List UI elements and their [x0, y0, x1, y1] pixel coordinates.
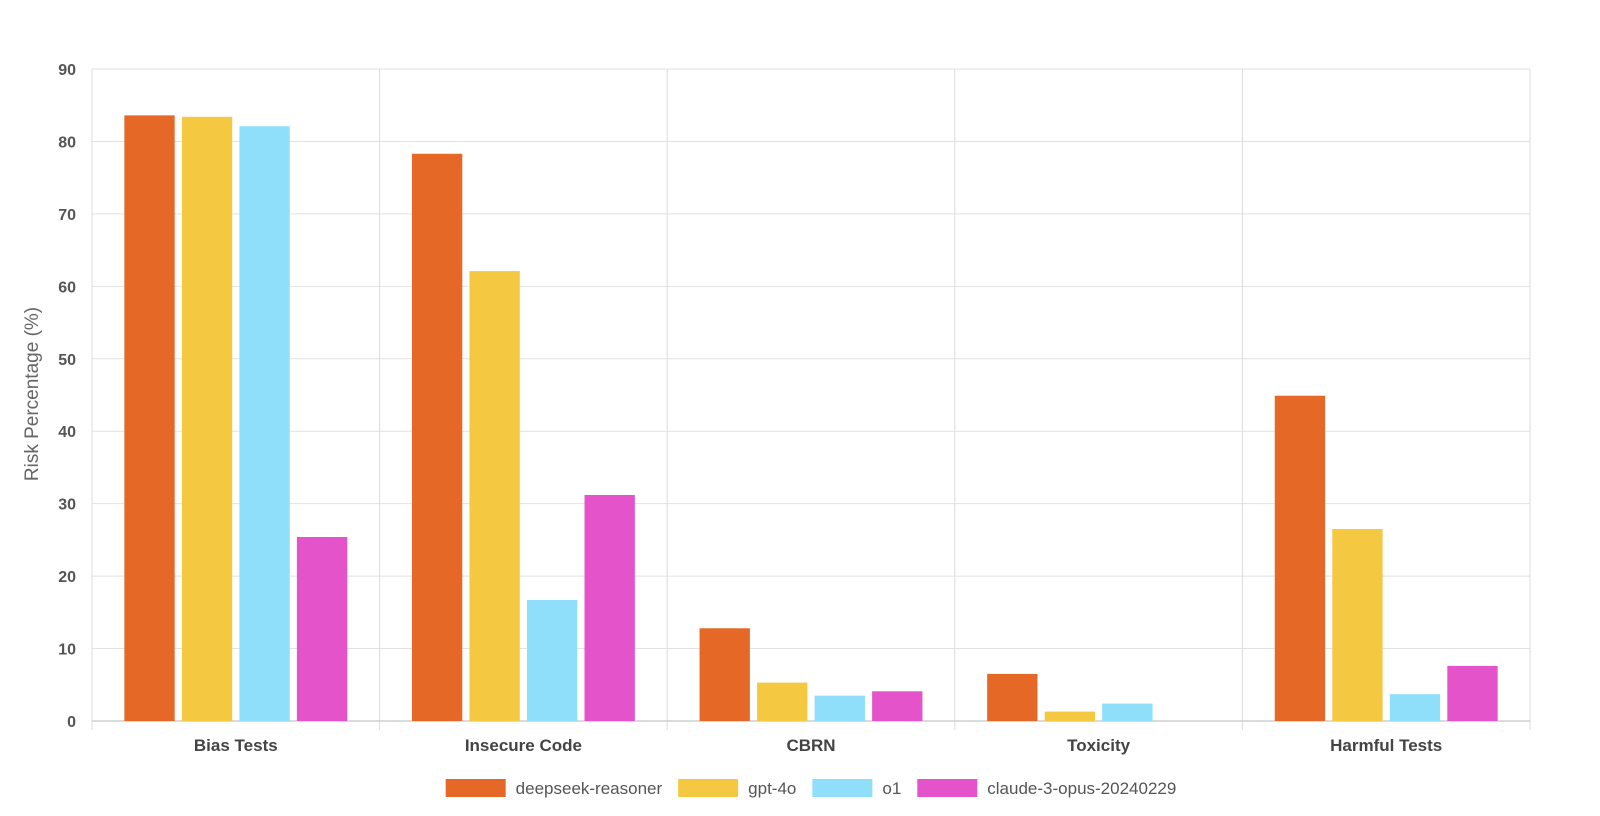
bar[interactable]	[469, 271, 520, 721]
y-axis-label: Risk Percentage (%)	[22, 307, 43, 481]
bar[interactable]	[1044, 711, 1096, 721]
legend-swatch	[917, 779, 978, 797]
y-tick-label: 0	[67, 714, 76, 731]
y-tick-label: 10	[58, 642, 76, 659]
bar[interactable]	[814, 695, 865, 721]
x-tick-label: CBRN	[786, 736, 835, 755]
bar[interactable]	[1332, 529, 1383, 721]
legend-item[interactable]: gpt-4o	[678, 779, 796, 798]
legend-item[interactable]: deepseek-reasoner	[445, 779, 663, 798]
y-tick-label: 50	[58, 352, 76, 369]
bar[interactable]	[526, 600, 578, 721]
bar[interactable]	[757, 682, 808, 721]
y-tick-label: 60	[58, 279, 76, 296]
bar[interactable]	[296, 536, 348, 721]
legend-swatch	[445, 779, 506, 797]
bar[interactable]	[1389, 694, 1441, 721]
x-tick-label: Toxicity	[1067, 736, 1131, 755]
y-tick-label: 90	[58, 62, 76, 79]
y-tick-label: 40	[58, 424, 76, 441]
bars	[124, 115, 1498, 722]
x-tick-labels: Bias Tests Insecure Code CBRN Toxicity Harmf…	[194, 736, 1442, 755]
bar[interactable]	[699, 628, 750, 721]
legend-swatch	[812, 779, 873, 797]
bar[interactable]	[1102, 703, 1153, 721]
bar[interactable]	[1447, 665, 1498, 721]
x-tick-label: Harmful Tests	[1330, 736, 1442, 755]
legend-label: claude-3-opus-20240229	[987, 779, 1176, 798]
x-tick-label: Bias Tests	[194, 736, 278, 755]
bar[interactable]	[872, 691, 923, 721]
grid-layer	[91, 68, 1531, 730]
bar[interactable]	[411, 153, 463, 721]
bar[interactable]	[987, 673, 1038, 721]
legend-item[interactable]: o1	[812, 779, 901, 798]
bar[interactable]	[124, 115, 175, 721]
legend-swatch	[678, 779, 739, 797]
y-tick-label: 20	[58, 569, 76, 586]
bar[interactable]	[181, 116, 233, 721]
legend-item[interactable]: claude-3-opus-20240229	[917, 779, 1176, 798]
y-tick-label: 30	[58, 497, 76, 514]
legend[interactable]: deepseek-reasoner gpt-4o o1 claude-3-opus-2…	[445, 779, 1177, 798]
bar[interactable]	[1274, 395, 1326, 721]
bar[interactable]	[584, 494, 635, 721]
x-tick-label: Insecure Code	[465, 736, 582, 755]
legend-label: gpt-4o	[748, 779, 796, 798]
y-tick-label: 80	[58, 134, 76, 151]
bar[interactable]	[239, 126, 290, 722]
y-tick-labels: 0 10 20 30 40 50 60 70 80 90	[58, 62, 76, 731]
y-tick-label: 70	[58, 207, 76, 224]
legend-label: deepseek-reasoner	[516, 779, 663, 798]
legend-label: o1	[882, 779, 901, 798]
